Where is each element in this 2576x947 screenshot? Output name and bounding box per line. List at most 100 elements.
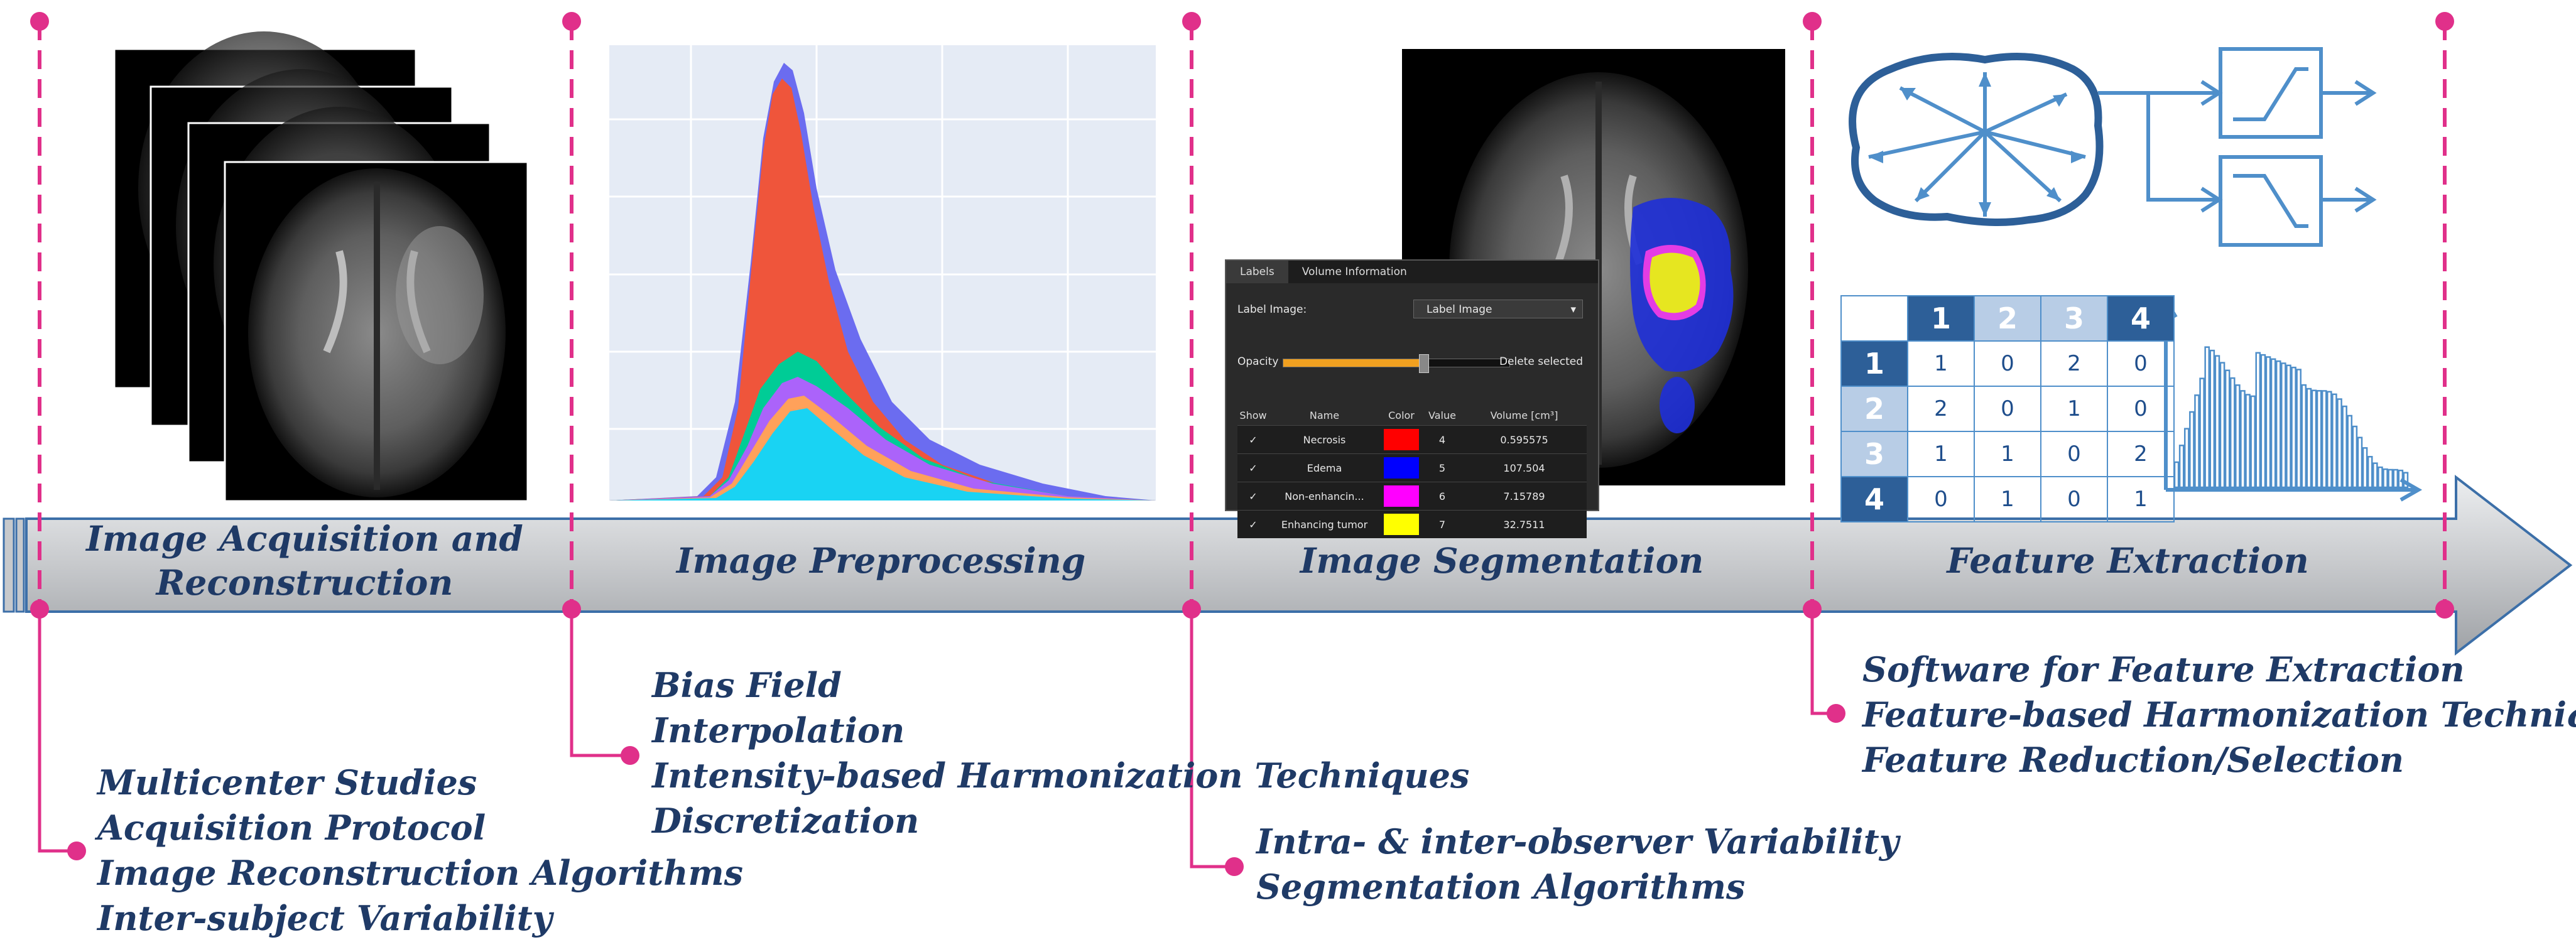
feature-histogram-bar <box>2291 366 2296 489</box>
label-name: Enhancing tumor <box>1269 510 1380 538</box>
stage-label-feature-extraction: Feature Extraction <box>1947 540 2309 581</box>
roi-outline-icon <box>1849 53 2104 226</box>
opacity-slider-thumb[interactable] <box>1419 354 1430 373</box>
show-checkbox[interactable]: ✓ <box>1237 425 1269 454</box>
glcm-row: 3 1 1 0 2 <box>1840 431 2175 477</box>
color-swatch[interactable] <box>1384 485 1419 507</box>
feature-histogram-bar <box>2229 377 2236 489</box>
feature-histogram-bar <box>2240 390 2246 489</box>
mri-slice-stack-icon <box>113 31 529 502</box>
glcm-corner <box>1840 295 1908 342</box>
label-volume: 32.7511 <box>1462 510 1587 538</box>
glcm-cell: 1 <box>1907 340 1975 387</box>
glcm-row: 1 1 0 2 0 <box>1840 340 2175 387</box>
glcm-cell: 2 <box>1907 386 1975 432</box>
feature-histogram-bar <box>2306 387 2312 489</box>
feature-histogram-bar <box>2347 414 2353 489</box>
segmentation-issues: Intra- & inter-observer Variability Segm… <box>1256 819 1899 909</box>
label-image-select[interactable]: Label Image ▾ <box>1413 300 1583 318</box>
glcm-row-header: 2 <box>1840 386 1908 432</box>
glcm-cell: 1 <box>1907 431 1975 477</box>
issue-item: Intra- & inter-observer Variability <box>1256 821 1899 862</box>
col-show: Show <box>1239 409 1267 421</box>
feature-histogram-bar <box>2301 384 2307 489</box>
glcm-cell: 1 <box>2107 476 2175 522</box>
show-checkbox[interactable]: ✓ <box>1237 453 1269 482</box>
label-volume: 107.504 <box>1462 453 1587 482</box>
feature-histogram-bar <box>2332 393 2337 489</box>
opacity-slider-fill <box>1283 359 1424 367</box>
label-color-cell[interactable] <box>1380 425 1423 454</box>
label-row[interactable]: ✓ Non-enhancin... 6 7.15789 <box>1237 482 1587 511</box>
opacity-row: Opacity Delete selected <box>1237 352 1587 373</box>
glcm-col-header: 2 <box>1974 295 2041 342</box>
stage-label-acquisition: Image Acquisition and Reconstruction <box>86 518 523 603</box>
issue-item: Intensity-based Harmonization Techniques <box>652 755 1470 796</box>
label-name: Edema <box>1269 453 1380 482</box>
label-image-caption: Label Image: <box>1237 303 1307 316</box>
label-image-value: Label Image <box>1427 303 1492 316</box>
glcm-row: 4 0 1 0 1 <box>1840 476 2175 522</box>
label-value: 5 <box>1423 453 1462 482</box>
feature-histogram-bar <box>2321 390 2327 489</box>
glcm-cell: 1 <box>1974 476 2041 522</box>
glcm-matrix: 1 2 3 4 1 1 0 2 0 2 2 0 1 0 3 1 1 0 2 4 <box>1840 295 2175 522</box>
label-row[interactable]: ✓ Edema 5 107.504 <box>1237 453 1587 482</box>
feature-histogram-bar <box>2281 362 2286 489</box>
feature-histogram-bar <box>2189 411 2195 489</box>
color-swatch[interactable] <box>1384 514 1419 535</box>
label-row[interactable]: ✓ Necrosis 4 0.595575 <box>1237 425 1587 454</box>
feature-histogram-bar <box>2183 428 2190 489</box>
glcm-row-header: 3 <box>1840 431 1908 477</box>
delete-selected-button[interactable]: Delete selected <box>1499 355 1583 368</box>
issue-item: Bias Field <box>652 665 842 705</box>
feature-histogram-bar <box>2194 394 2200 489</box>
feature-histogram-bar <box>2352 425 2358 489</box>
feature-histogram-bar <box>2372 462 2378 489</box>
feature-histogram-bar <box>2286 364 2291 489</box>
color-swatch[interactable] <box>1384 457 1419 479</box>
label-color-cell[interactable] <box>1380 510 1423 538</box>
tab-labels[interactable]: Labels <box>1226 261 1288 283</box>
connector-dots <box>67 704 1845 876</box>
glcm-cell: 0 <box>1974 340 2041 387</box>
feature-histogram-bar <box>2265 356 2271 489</box>
glcm-cell: 0 <box>2040 431 2108 477</box>
label-value: 7 <box>1423 510 1462 538</box>
feature-histogram-bar <box>2224 369 2231 489</box>
issue-item: Discretization <box>652 801 920 841</box>
feature-histogram-bar <box>2362 447 2368 489</box>
feature-histogram-bar <box>2178 445 2185 489</box>
glcm-col-header: 4 <box>2107 295 2175 342</box>
intensity-histogram-icon <box>609 45 1156 501</box>
opacity-label: Opacity <box>1237 355 1279 368</box>
show-checkbox[interactable]: ✓ <box>1237 482 1269 511</box>
feature-histogram-bar <box>2260 354 2266 489</box>
glcm-cell: 0 <box>2107 340 2175 387</box>
glcm-cell: 2 <box>2107 431 2175 477</box>
tab-volume-information[interactable]: Volume Information <box>1302 266 1407 278</box>
show-checkbox[interactable]: ✓ <box>1237 510 1269 538</box>
label-color-cell[interactable] <box>1380 453 1423 482</box>
glcm-cell: 0 <box>2107 386 2175 432</box>
label-table: Show Name Color Value Volume [cm³] ✓ Nec… <box>1237 405 1587 538</box>
feature-histogram-bar <box>2235 384 2241 489</box>
label-image-row: Label Image: Label Image ▾ <box>1237 300 1587 320</box>
issue-item: Software for Feature Extraction <box>1862 649 2465 690</box>
glcm-cell: 1 <box>2040 386 2108 432</box>
segmentation-label-panel: Labels Volume Information Label Image: L… <box>1225 259 1599 538</box>
label-name: Non-enhancin... <box>1269 482 1380 511</box>
opacity-slider[interactable] <box>1283 354 1510 373</box>
stage-separators <box>38 21 2447 609</box>
label-volume: 0.595575 <box>1462 425 1587 454</box>
col-name: Name <box>1309 409 1340 421</box>
issue-item: Interpolation <box>652 710 905 750</box>
glcm-cell: 0 <box>2040 476 2108 522</box>
col-color: Color <box>1388 409 1415 421</box>
color-swatch[interactable] <box>1384 429 1419 450</box>
label-color-cell[interactable] <box>1380 482 1423 511</box>
label-name: Necrosis <box>1269 425 1380 454</box>
label-row[interactable]: ✓ Enhancing tumor 7 32.7511 <box>1237 510 1587 538</box>
issue-item: Multicenter Studies <box>97 762 477 803</box>
